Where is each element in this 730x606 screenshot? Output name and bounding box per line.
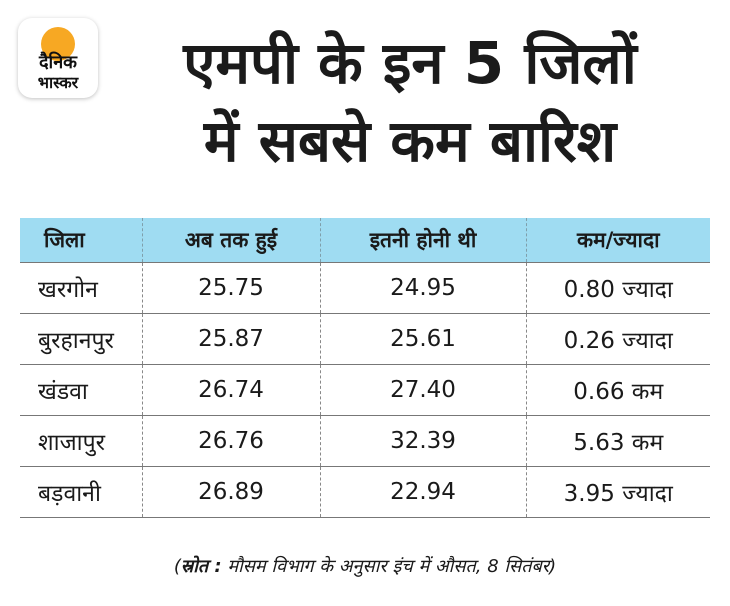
cell-district: बड़वानी [20,466,142,518]
header-row: जिला अब तक हुई इतनी होनी थी कम/ज्यादा [20,218,710,263]
cell-received: 25.75 [141,262,320,314]
logo-text-line1: दैनिक [38,51,78,73]
logo-mark: दैनिक भास्कर [38,27,80,92]
table-body: खरगोन 25.75 24.95 0.80 ज्यादा बुरहानपुर … [20,262,710,518]
header-district: जिला [20,218,142,263]
sun-icon [41,27,75,61]
header-difference: कम/ज्यादा [525,218,710,263]
table-row: खंडवा 26.74 27.40 0.66 कम [20,364,710,416]
cell-received: 26.74 [141,364,320,416]
table-row: बुरहानपुर 25.87 25.61 0.26 ज्यादा [20,313,710,365]
title-line-1: एमपी के इन 5 जिलों [183,29,637,97]
source-note: (स्रोत : मौसम विभाग के अनुसार इंच में औस… [173,556,557,577]
cell-expected: 25.61 [319,313,526,365]
cell-district: खंडवा [20,364,142,416]
header-received: अब तक हुई [141,218,320,263]
logo-text-line2: भास्कर [38,73,80,92]
cell-district: शाजापुर [20,415,142,467]
source-label: स्रोत : [180,556,222,577]
cell-received: 26.89 [141,466,320,518]
cell-difference: 0.80 ज्यादा [525,262,710,314]
source-text: मौसम विभाग के अनुसार इंच में औसत, 8 सितं… [221,556,550,577]
cell-expected: 27.40 [319,364,526,416]
rainfall-table-wrap: जिला अब तक हुई इतनी होनी थी कम/ज्यादा खर… [20,218,710,518]
rainfall-table: जिला अब तक हुई इतनी होनी थी कम/ज्यादा खर… [20,218,710,518]
table-row: बड़वानी 26.89 22.94 3.95 ज्यादा [20,466,710,518]
cell-district: बुरहानपुर [20,313,142,365]
cell-difference: 5.63 कम [525,415,710,467]
cell-received: 26.76 [141,415,320,467]
cell-difference: 3.95 ज्यादा [525,466,710,518]
title-line-2: में सबसे कम बारिश [203,107,617,175]
cell-difference: 0.26 ज्यादा [525,313,710,365]
cell-difference: 0.66 कम [525,364,710,416]
cell-expected: 24.95 [319,262,526,314]
header-expected: इतनी होनी थी [319,218,526,263]
cell-district: खरगोन [20,262,142,314]
dainik-bhaskar-logo: दैनिक भास्कर [18,18,98,98]
page-title: एमपी के इन 5 जिलों में सबसे कम बारिश [110,24,710,180]
table-row: खरगोन 25.75 24.95 0.80 ज्यादा [20,262,710,314]
table-header: जिला अब तक हुई इतनी होनी थी कम/ज्यादा [20,218,710,263]
cell-received: 25.87 [141,313,320,365]
table-row: शाजापुर 26.76 32.39 5.63 कम [20,415,710,467]
cell-expected: 22.94 [319,466,526,518]
cell-expected: 32.39 [319,415,526,467]
